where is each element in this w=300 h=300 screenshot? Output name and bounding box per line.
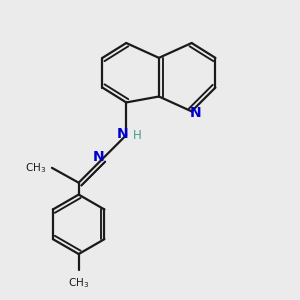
Text: H: H: [133, 129, 142, 142]
Text: N: N: [189, 106, 201, 120]
Text: N: N: [117, 127, 128, 141]
Text: N: N: [93, 150, 105, 164]
Text: $\mathsf{CH_3}$: $\mathsf{CH_3}$: [26, 161, 46, 175]
Text: $\mathsf{CH_3}$: $\mathsf{CH_3}$: [68, 276, 89, 289]
